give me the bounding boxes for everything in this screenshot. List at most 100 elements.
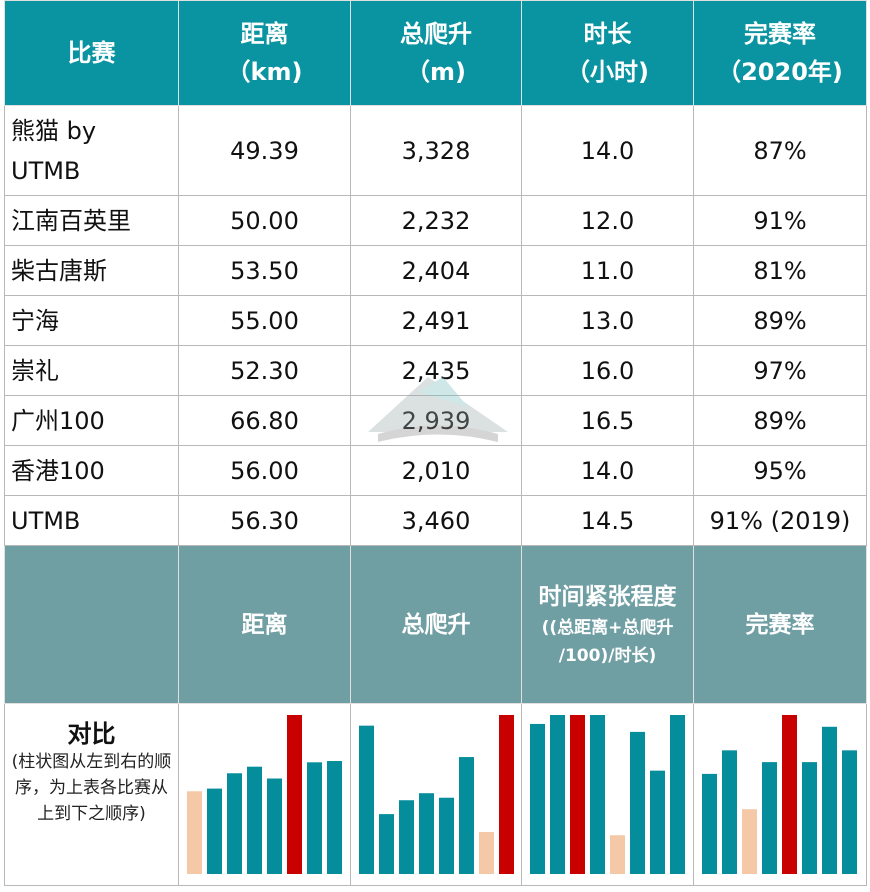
climb-cell: 3,460 [350, 495, 522, 546]
finish-rate-cell: 91% [693, 195, 867, 246]
bar-8 [327, 760, 342, 874]
race-name: UTMB [4, 495, 179, 546]
bar-6 [802, 762, 817, 874]
header-time: 时长 （小时) [521, 0, 694, 106]
header-race: 比赛 [4, 0, 179, 106]
time-cell: 14.0 [521, 445, 694, 496]
bar-6 [287, 715, 302, 874]
climb-cell: 2,404 [350, 245, 522, 296]
compare-title: 对比 [67, 720, 116, 748]
chart-distance [178, 703, 351, 886]
header-row: 比赛 距离 （km) 总爬升 （m) 时长 （小时) 完赛率 （2020年) [4, 0, 867, 106]
race-table: 比赛 距离 （km) 总爬升 （m) 时长 （小时) 完赛率 （2020年) 熊… [4, 0, 867, 886]
compare-note: (柱状图从左到右的顺序，为上表各比赛从上到下之顺序) [11, 752, 172, 824]
bar-chart-climb [359, 715, 514, 874]
race-name: 香港100 [4, 445, 179, 496]
distance-cell: 53.50 [178, 245, 351, 296]
header-finish-rate: 完赛率 （2020年) [693, 0, 867, 106]
compare-header-climb: 总爬升 [350, 545, 522, 704]
time-pressure-title: 时间紧张程度 [538, 583, 677, 610]
bar-5 [439, 797, 454, 874]
table-row: 广州100 66.80 2,939 16.5 89% [4, 395, 867, 446]
bar-8 [670, 715, 685, 874]
bar-1 [702, 773, 717, 874]
header-climb: 总爬升 （m) [350, 0, 522, 106]
chart-time-pressure [521, 703, 694, 886]
time-cell: 16.0 [521, 345, 694, 396]
bar-2 [550, 715, 565, 874]
compare-label: 对比 (柱状图从左到右的顺序，为上表各比赛从上到下之顺序) [4, 703, 179, 886]
bar-2 [722, 750, 737, 874]
table-row: 崇礼 52.30 2,435 16.0 97% [4, 345, 867, 396]
table-row: UTMB 56.30 3,460 14.5 91% (2019) [4, 495, 867, 546]
bar-3 [227, 773, 242, 874]
climb-cell: 2,435 [350, 345, 522, 396]
time-cell: 16.5 [521, 395, 694, 446]
time-cell: 12.0 [521, 195, 694, 246]
race-name: 宁海 [4, 295, 179, 346]
race-name: 熊猫 by UTMB [4, 105, 179, 196]
bar-chart-distance [187, 715, 342, 874]
time-cell: 13.0 [521, 295, 694, 346]
bar-8 [842, 750, 857, 874]
bar-4 [247, 766, 262, 874]
bar-8 [499, 715, 514, 874]
bar-2 [379, 814, 394, 874]
climb-cell: 2,010 [350, 445, 522, 496]
compare-header-row: 距离 总爬升 时间紧张程度 ((总距离+总爬升 /100)/时长) 完赛率 [4, 545, 867, 704]
bar-2 [207, 788, 222, 874]
finish-rate-cell: 89% [693, 395, 867, 446]
bar-7 [650, 770, 665, 874]
table-row: 宁海 55.00 2,491 13.0 89% [4, 295, 867, 346]
bar-7 [822, 726, 837, 874]
compare-header-time-pressure: 时间紧张程度 ((总距离+总爬升 /100)/时长) [521, 545, 694, 704]
bar-chart-finish-rate [702, 715, 857, 874]
table-row: 江南百英里 50.00 2,232 12.0 91% [4, 195, 867, 246]
distance-cell: 49.39 [178, 105, 351, 196]
bar-6 [459, 757, 474, 874]
climb-cell: 2,491 [350, 295, 522, 346]
distance-cell: 52.30 [178, 345, 351, 396]
race-name: 江南百英里 [4, 195, 179, 246]
climb-cell: 2,232 [350, 195, 522, 246]
chart-finish-rate [693, 703, 867, 886]
bar-4 [419, 793, 434, 874]
bar-7 [479, 832, 494, 874]
time-cell: 14.0 [521, 105, 694, 196]
finish-rate-cell: 81% [693, 245, 867, 296]
time-cell: 11.0 [521, 245, 694, 296]
bar-5 [267, 778, 282, 874]
bar-4 [762, 762, 777, 874]
chart-climb [350, 703, 522, 886]
distance-cell: 50.00 [178, 195, 351, 246]
bar-3 [742, 809, 757, 874]
finish-rate-cell: 91% (2019) [693, 495, 867, 546]
header-distance: 距离 （km) [178, 0, 351, 106]
distance-cell: 55.00 [178, 295, 351, 346]
time-cell: 14.5 [521, 495, 694, 546]
bar-3 [570, 715, 585, 874]
finish-rate-cell: 87% [693, 105, 867, 196]
bar-chart-time-pressure [530, 715, 685, 874]
bar-1 [359, 725, 374, 874]
table-row: 熊猫 by UTMB 49.39 3,328 14.0 87% [4, 105, 867, 196]
finish-rate-cell: 89% [693, 295, 867, 346]
finish-rate-cell: 97% [693, 345, 867, 396]
time-pressure-formula: ((总距离+总爬升 /100)/时长) [541, 617, 674, 666]
race-name: 崇礼 [4, 345, 179, 396]
bar-7 [307, 762, 322, 874]
compare-header-distance: 距离 [178, 545, 351, 704]
bar-4 [590, 715, 605, 874]
distance-cell: 56.30 [178, 495, 351, 546]
bar-1 [187, 791, 202, 874]
climb-cell: 3,328 [350, 105, 522, 196]
chart-row: 对比 (柱状图从左到右的顺序，为上表各比赛从上到下之顺序) [4, 703, 867, 886]
bar-3 [399, 800, 414, 874]
bar-6 [630, 731, 645, 874]
compare-header-finish-rate: 完赛率 [693, 545, 867, 704]
distance-cell: 56.00 [178, 445, 351, 496]
bar-5 [782, 715, 797, 874]
race-name: 柴古唐斯 [4, 245, 179, 296]
climb-cell: 2,939 [350, 395, 522, 446]
